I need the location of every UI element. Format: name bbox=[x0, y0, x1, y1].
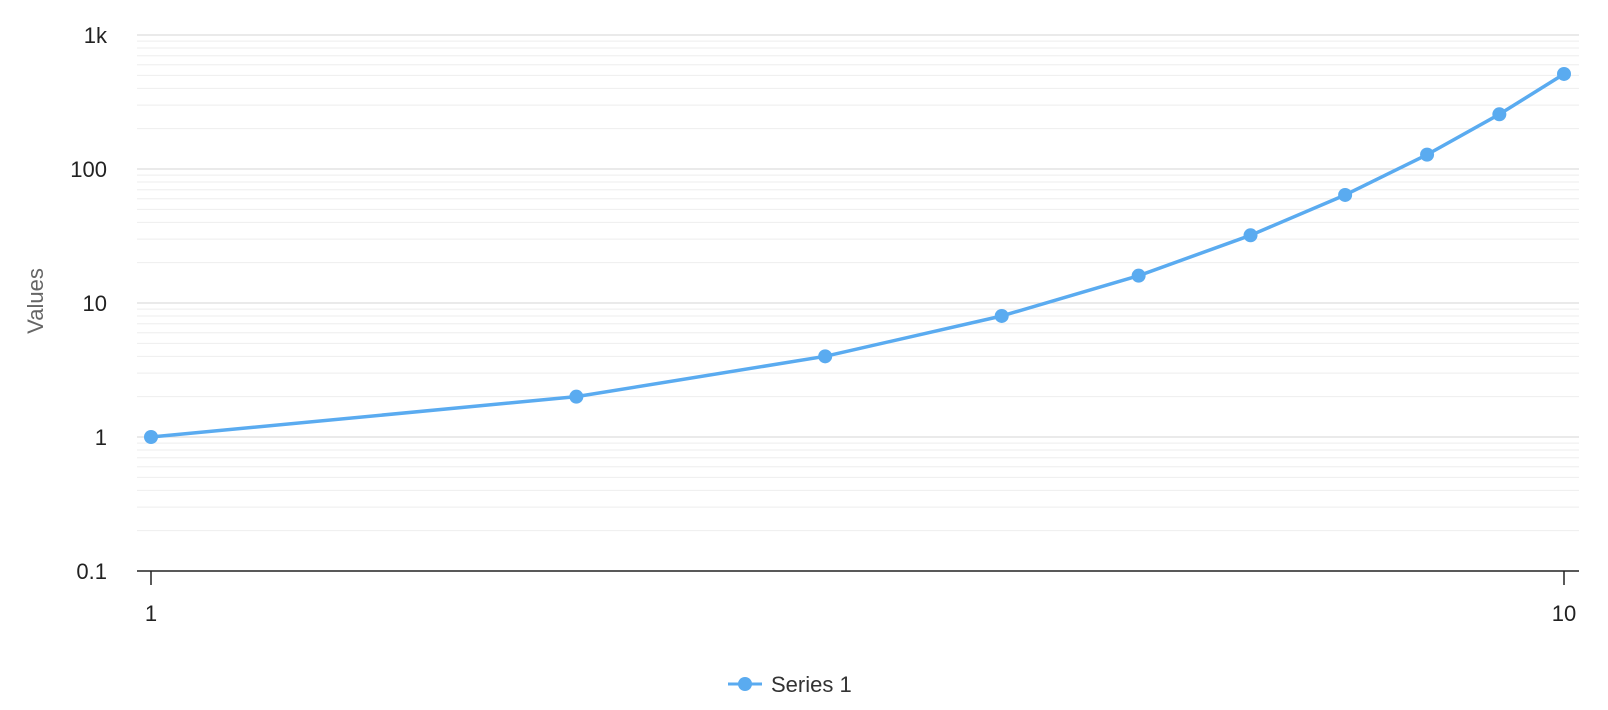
y-tick-label: 10 bbox=[83, 291, 107, 316]
data-point[interactable] bbox=[818, 349, 833, 364]
y-tick-label: 100 bbox=[70, 157, 107, 182]
legend-label-series-1: Series 1 bbox=[771, 672, 852, 697]
series-layer bbox=[144, 66, 1571, 444]
x-tick-label: 1 bbox=[145, 601, 157, 626]
data-point[interactable] bbox=[1338, 187, 1353, 202]
data-point[interactable] bbox=[1131, 268, 1146, 283]
x-tick-label: 10 bbox=[1552, 601, 1576, 626]
series-line-1 bbox=[150, 72, 1565, 439]
y-tick-label: 1k bbox=[84, 23, 108, 48]
data-point[interactable] bbox=[569, 389, 584, 404]
data-point[interactable] bbox=[144, 430, 158, 444]
y-tick-label: 1 bbox=[95, 425, 107, 450]
data-point[interactable] bbox=[1557, 66, 1571, 81]
y-axis-ticks: 0.1 1 10 100 1k bbox=[70, 23, 108, 584]
data-point[interactable] bbox=[1420, 147, 1435, 162]
legend[interactable]: Series 1 bbox=[728, 672, 852, 697]
grid-layer bbox=[137, 34, 1579, 532]
y-axis-title: Values bbox=[23, 268, 48, 334]
x-axis-ticks: 1 10 bbox=[145, 571, 1576, 626]
data-point[interactable] bbox=[1492, 107, 1507, 122]
data-point[interactable] bbox=[1243, 228, 1258, 243]
legend-point-marker bbox=[738, 677, 752, 691]
y-tick-label: 0.1 bbox=[76, 559, 107, 584]
data-point[interactable] bbox=[994, 308, 1009, 323]
